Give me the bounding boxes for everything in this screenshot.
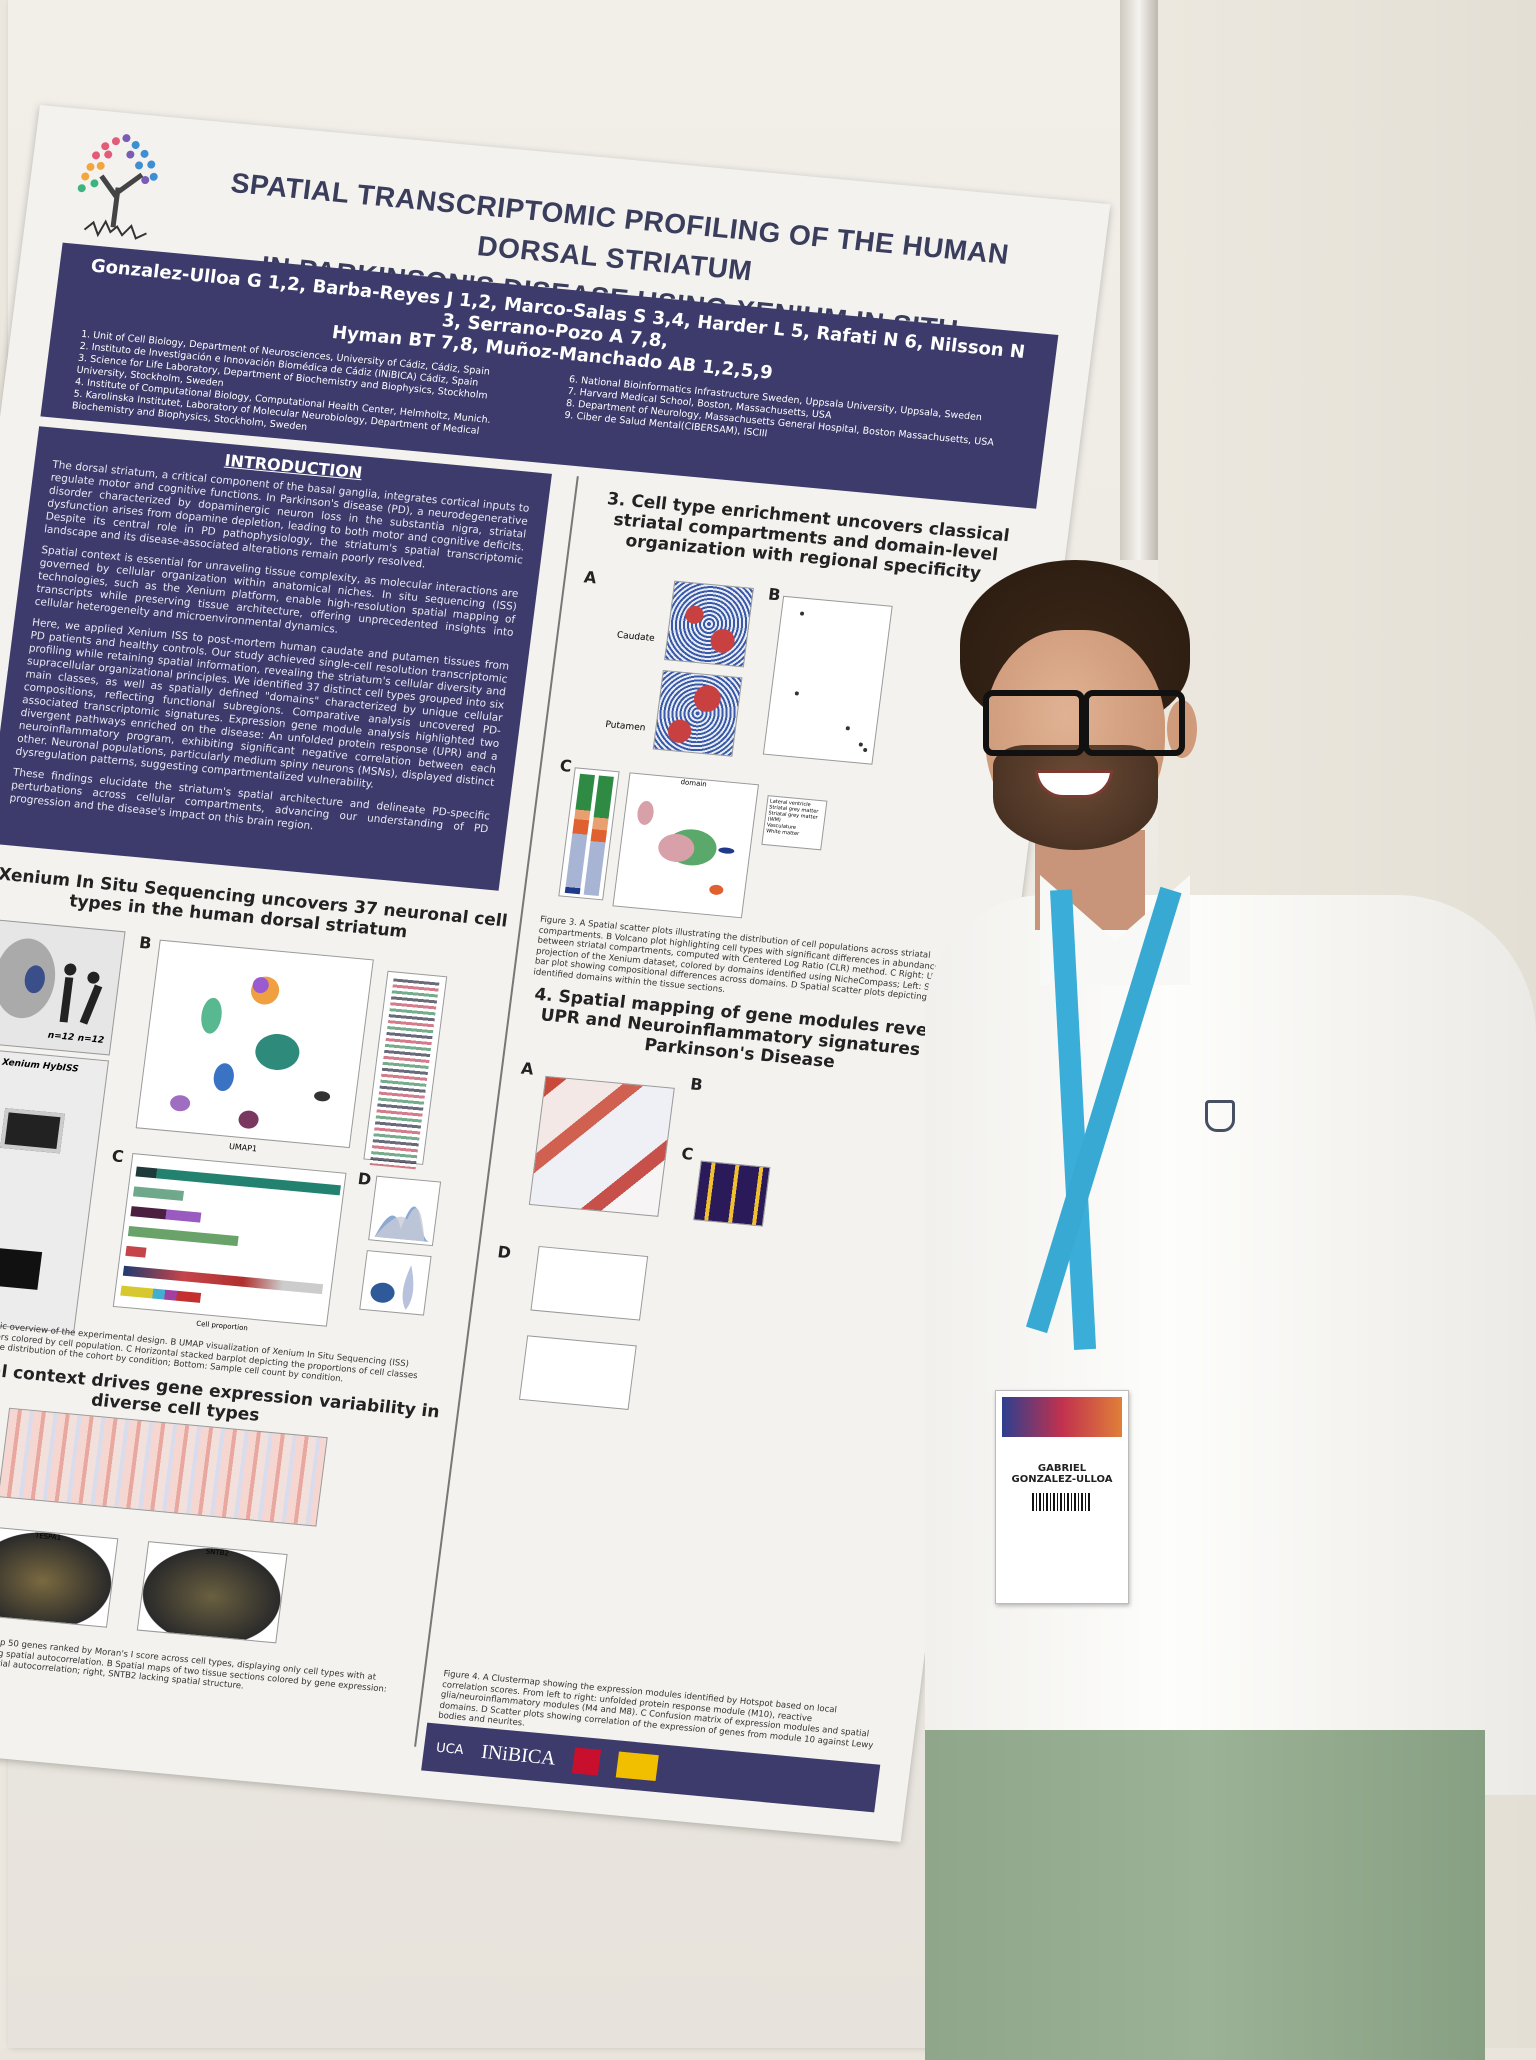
domain-stacked-bar <box>558 767 620 901</box>
tespa1-spatial-map: TESPA1 <box>0 1525 119 1628</box>
panel-label-a: A <box>519 1058 535 1079</box>
umap-x-label: UMAP1 <box>228 1141 258 1154</box>
cell-type-legend <box>363 970 448 1170</box>
confusion-matrix <box>693 1160 771 1227</box>
panel-label-a: A <box>582 567 598 588</box>
map-title: TESPA1 <box>34 1531 62 1543</box>
xenium-workflow: Xenium HybISS <box>0 1047 110 1334</box>
panel-label-c: C <box>110 1146 125 1167</box>
domain-umap: domain <box>612 772 760 919</box>
panel-label-b: B <box>689 1074 704 1095</box>
spain-flag-icon <box>571 1747 602 1776</box>
caudate-spatial-scatter <box>664 580 754 668</box>
shirt-logo-icon <box>1205 1100 1235 1132</box>
presenter: GABRIEL GONZALEZ-ULLOA <box>905 560 1536 2060</box>
correlation-scatter-2 <box>518 1335 637 1410</box>
umap-plot <box>135 939 374 1149</box>
panel-label-b: B <box>138 932 153 953</box>
tree-logo-icon <box>77 134 158 240</box>
panel-label-c: C <box>558 755 573 776</box>
module-clustermap <box>528 1075 675 1217</box>
analyzer-icon <box>0 1108 65 1154</box>
panel-label-c: C <box>680 1143 695 1164</box>
workflow-title: Xenium HybISS <box>1 1057 80 1075</box>
board-frame-edge <box>1120 0 1158 560</box>
inibica-logo: INiBICA <box>480 1740 558 1770</box>
putamen-spatial-scatter <box>652 669 743 757</box>
map-title: SNTB2 <box>205 1547 230 1558</box>
badge-last-name: GONZALEZ-ULLOA <box>1011 1474 1113 1485</box>
government-logo-icon <box>615 1751 659 1782</box>
caudate-label: Caudate <box>616 630 656 645</box>
sntb2-spatial-map: SNTB2 <box>136 1541 288 1644</box>
volcano-plot <box>762 595 893 765</box>
cell-proportion-label: Cell proportion <box>195 1319 249 1333</box>
panel-label-d: D <box>496 1242 513 1263</box>
smile <box>1035 770 1113 798</box>
badge-header <box>1002 1397 1122 1437</box>
monitor-icon <box>0 1247 42 1290</box>
research-poster: SPATIAL TRANSCRIPTOMIC PROFILING OF THE … <box>0 105 1111 1842</box>
figure-2-caption: Figure 2. A Heatmap of the top 50 genes … <box>0 1626 388 1695</box>
domain-legend: Lateral ventricle Striatal grey matter S… <box>761 795 828 851</box>
green-pants <box>925 1730 1485 2060</box>
umap-scatter <box>170 976 331 1129</box>
cohort-schematic: n=12 n=12 <box>0 918 126 1056</box>
panel-label-b: B <box>767 584 782 605</box>
cell-count-violin <box>359 1250 432 1316</box>
barcode-icon <box>1032 1493 1092 1511</box>
putamen-label: Putamen <box>604 719 646 734</box>
badge-first-name: GABRIEL <box>1037 1463 1087 1474</box>
brain-and-people-icon <box>0 938 103 1025</box>
uca-logo: UCA <box>435 1740 465 1758</box>
white-polo-shirt <box>925 895 1536 1795</box>
introduction-box: INTRODUCTION The dorsal striatum, a crit… <box>0 426 552 891</box>
glasses-icon <box>983 690 1185 756</box>
age-density-plot <box>368 1175 442 1247</box>
panel-label-d: D <box>356 1169 373 1190</box>
correlation-scatter-1 <box>530 1245 649 1321</box>
cell-proportion-barplot <box>112 1153 347 1327</box>
lanyard <box>1025 886 1200 1360</box>
conference-badge: GABRIEL GONZALEZ-ULLOA <box>995 1390 1129 1604</box>
